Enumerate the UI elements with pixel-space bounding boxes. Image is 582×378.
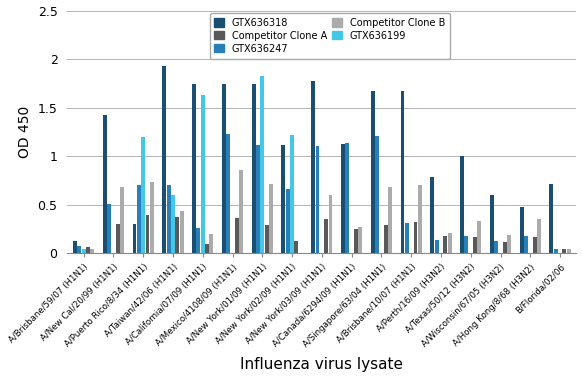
Bar	[520, 207, 524, 254]
Bar	[175, 217, 179, 254]
Bar	[260, 76, 264, 254]
X-axis label: Influenza virus lysate: Influenza virus lysate	[240, 358, 403, 372]
Bar	[265, 225, 268, 254]
Bar	[567, 249, 570, 254]
Bar	[192, 84, 196, 254]
Bar	[210, 234, 213, 254]
Bar	[554, 249, 558, 254]
Bar	[290, 135, 294, 254]
Bar	[235, 218, 239, 254]
Bar	[201, 95, 205, 254]
Bar	[171, 195, 175, 254]
Bar	[90, 249, 94, 254]
Bar	[222, 84, 226, 254]
Bar	[315, 146, 320, 254]
Bar	[494, 241, 498, 254]
Bar	[205, 244, 209, 254]
Bar	[166, 186, 171, 254]
Bar	[141, 137, 145, 254]
Bar	[371, 91, 375, 254]
Bar	[86, 247, 90, 254]
Bar	[282, 145, 285, 254]
Bar	[435, 240, 439, 254]
Bar	[549, 184, 553, 254]
Bar	[354, 229, 358, 254]
Bar	[448, 233, 452, 254]
Bar	[103, 115, 107, 254]
Bar	[162, 66, 166, 254]
Y-axis label: OD 450: OD 450	[18, 106, 32, 158]
Bar	[533, 237, 537, 254]
Bar	[414, 222, 417, 254]
Bar	[150, 181, 154, 254]
Bar	[460, 156, 464, 254]
Bar	[77, 246, 81, 254]
Bar	[400, 91, 404, 254]
Bar	[137, 186, 141, 254]
Bar	[388, 187, 392, 254]
Bar	[473, 237, 477, 254]
Bar	[359, 227, 362, 254]
Bar	[226, 134, 230, 254]
Bar	[116, 224, 120, 254]
Bar	[464, 236, 469, 254]
Bar	[430, 177, 434, 254]
Bar	[405, 223, 409, 254]
Bar	[443, 236, 447, 254]
Bar	[269, 183, 273, 254]
Bar	[503, 242, 507, 254]
Bar	[562, 249, 566, 254]
Bar	[294, 241, 299, 254]
Bar	[286, 189, 290, 254]
Bar	[375, 136, 379, 254]
Bar	[107, 204, 111, 254]
Bar	[537, 220, 541, 254]
Bar	[180, 211, 183, 254]
Bar	[133, 224, 136, 254]
Bar	[329, 195, 332, 254]
Bar	[239, 170, 243, 254]
Bar	[256, 145, 260, 254]
Bar	[146, 215, 150, 254]
Bar	[341, 144, 345, 254]
Bar	[120, 187, 124, 254]
Bar	[507, 235, 511, 254]
Bar	[324, 220, 328, 254]
Bar	[197, 228, 200, 254]
Bar	[477, 222, 481, 254]
Bar	[490, 195, 494, 254]
Bar	[524, 236, 528, 254]
Bar	[311, 81, 315, 254]
Bar	[384, 225, 388, 254]
Bar	[73, 241, 77, 254]
Bar	[418, 186, 422, 254]
Bar	[81, 249, 86, 254]
Legend: GTX636318, Competitor Clone A, GTX636247, Competitor Clone B, GTX636199: GTX636318, Competitor Clone A, GTX636247…	[210, 13, 450, 59]
Bar	[251, 84, 255, 254]
Bar	[345, 143, 349, 254]
